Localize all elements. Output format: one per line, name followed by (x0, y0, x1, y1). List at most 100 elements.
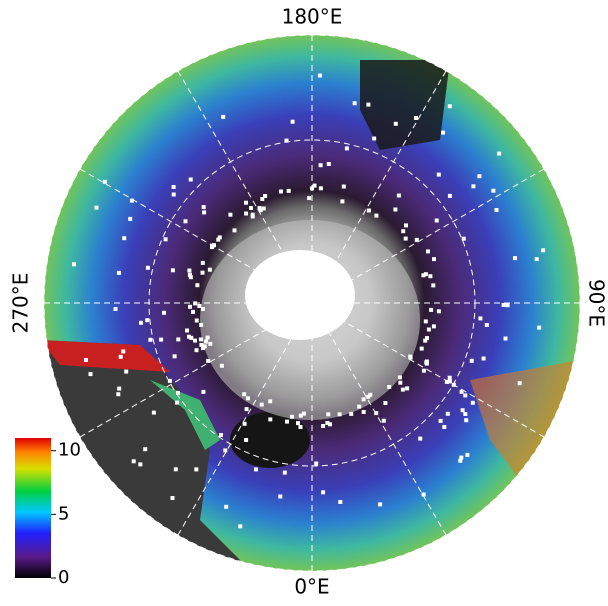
dot (398, 375, 402, 379)
dot (471, 184, 475, 188)
dot (394, 122, 398, 126)
longitude-label: 90°E (585, 279, 608, 327)
dot (362, 397, 366, 401)
dot (366, 103, 370, 107)
dot (362, 410, 366, 414)
dot (206, 359, 210, 363)
dot (338, 500, 342, 504)
dot (424, 319, 428, 323)
dot (187, 269, 191, 273)
dot (138, 462, 142, 466)
dot (139, 321, 143, 325)
dot (263, 194, 267, 198)
dot (414, 116, 418, 120)
dot (152, 411, 156, 415)
dot (397, 194, 401, 198)
dot (148, 338, 152, 342)
dot (176, 337, 180, 341)
dot (448, 376, 452, 380)
dot (204, 340, 208, 344)
dot (122, 236, 126, 240)
dot (195, 283, 199, 287)
dot (249, 206, 253, 210)
colorbar-tick-label: 0 (58, 567, 69, 588)
dot (246, 396, 250, 400)
dot (378, 502, 382, 506)
dot (145, 318, 149, 322)
dot (143, 447, 147, 451)
dot (162, 311, 166, 315)
map-field (0, 35, 580, 602)
dot (420, 347, 424, 351)
dot (199, 323, 203, 327)
dot (401, 388, 405, 392)
dot (171, 496, 175, 500)
dot (338, 412, 342, 416)
dot (442, 425, 446, 429)
dot (463, 393, 467, 397)
dot (437, 309, 441, 313)
dot (121, 349, 125, 353)
dot (485, 323, 489, 327)
dot (401, 229, 405, 233)
dot (296, 421, 300, 425)
dot (439, 419, 443, 423)
dot (382, 419, 386, 423)
dot (189, 178, 193, 182)
dot (172, 185, 176, 189)
colorbar-tick-label: 10 (58, 440, 81, 461)
dot (262, 207, 266, 211)
dot (423, 339, 427, 343)
dot (219, 433, 223, 437)
dot (202, 210, 206, 214)
dot (193, 339, 197, 343)
dot (173, 354, 177, 358)
polar-map: 180°E 0°E 90°E 270°E 0510 (0, 0, 608, 602)
dot (206, 336, 210, 340)
dot (128, 217, 132, 221)
dot (372, 137, 376, 141)
dot (404, 237, 408, 241)
dot (278, 495, 282, 499)
dot (283, 471, 287, 475)
dot (116, 392, 120, 396)
dot (187, 335, 191, 339)
dot (491, 189, 495, 193)
dot (325, 421, 329, 425)
dot (268, 417, 272, 421)
dot (84, 358, 88, 362)
dot (429, 308, 433, 312)
dot (425, 360, 429, 364)
dot (203, 344, 207, 348)
dot (220, 364, 224, 368)
dot (349, 412, 353, 416)
dot (537, 326, 541, 330)
dot (228, 213, 232, 217)
dot (188, 305, 192, 309)
dot (535, 257, 539, 261)
dot (290, 415, 294, 419)
dot (242, 392, 246, 396)
dot (117, 387, 121, 391)
dot (124, 370, 128, 374)
dot (279, 190, 283, 194)
dot (199, 337, 203, 341)
dot (197, 304, 201, 308)
dot (195, 319, 199, 323)
dot (541, 248, 545, 252)
dot (188, 273, 192, 277)
dot (172, 193, 176, 197)
dot (233, 228, 237, 232)
dot (368, 393, 372, 397)
dot (251, 213, 255, 217)
dot (426, 249, 430, 253)
dot (470, 359, 474, 363)
dot (465, 453, 469, 457)
dot (254, 467, 258, 471)
dot (471, 401, 475, 405)
dot (258, 206, 262, 210)
dot (171, 268, 175, 272)
dot (432, 257, 436, 261)
dot (340, 199, 344, 203)
dot (224, 505, 228, 509)
